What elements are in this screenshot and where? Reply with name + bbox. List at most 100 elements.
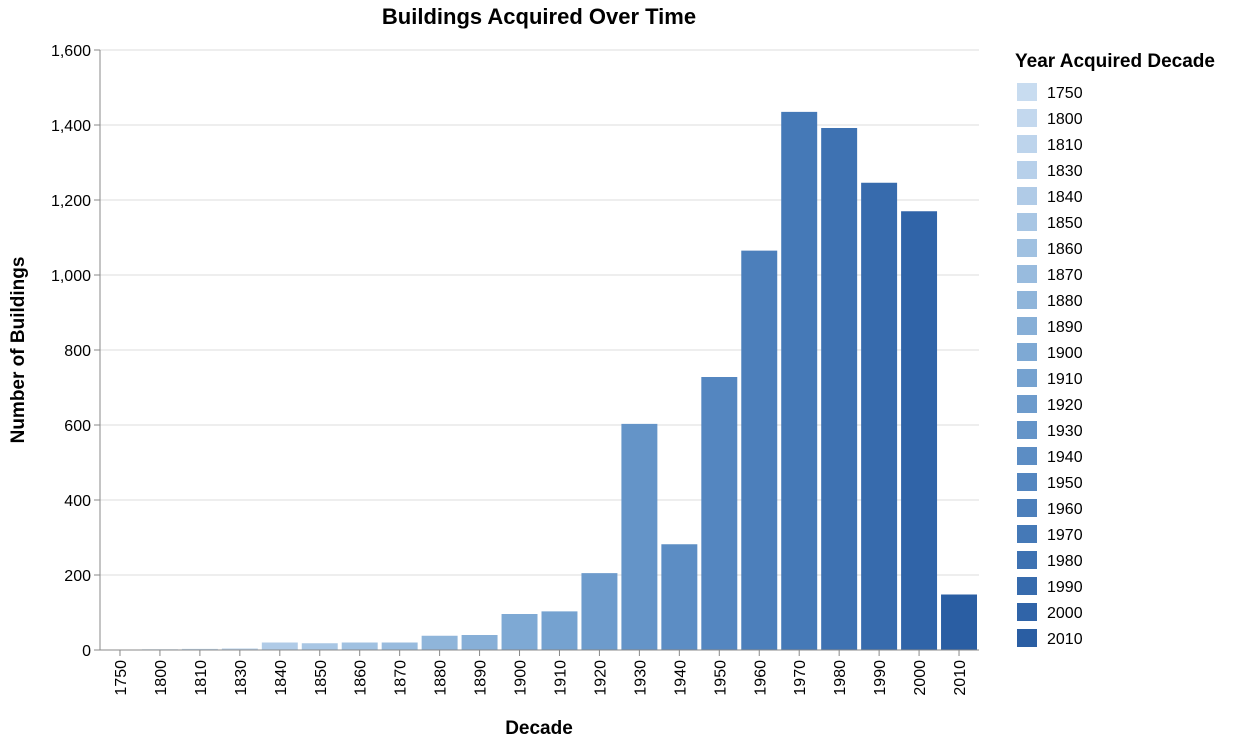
x-axis-title: Decade [505,718,573,739]
x-tick-label: 1890 [473,660,490,696]
legend-label: 2010 [1047,631,1083,648]
x-tick-label: 1970 [792,660,809,696]
legend-swatch [1017,369,1037,387]
chart-title: Buildings Acquired Over Time [382,4,696,29]
legend-title: Year Acquired Decade [1015,51,1215,72]
x-tick-label: 2000 [912,660,929,696]
bar-1990 [861,182,898,650]
legend-swatch [1017,265,1037,283]
legend-swatch [1017,83,1037,101]
x-tick-label: 1750 [113,660,130,696]
bars [101,111,978,651]
legend-entries: 1750 1800 1810 1830 1840 1850 1860 1870 1880 1890… [1017,83,1083,648]
legend-label: 1940 [1047,449,1083,466]
bar-1890 [461,635,498,650]
bar-1830 [221,648,258,650]
y-tick-label: 1,400 [51,118,91,135]
legend-swatch [1017,213,1037,231]
legend-label: 2000 [1047,605,1083,622]
legend-swatch [1017,187,1037,205]
legend-label: 1880 [1047,293,1083,310]
bar-1840 [261,642,298,650]
legend-swatch [1017,239,1037,257]
legend-label: 1980 [1047,553,1083,570]
bar-1870 [381,642,418,650]
legend-label: 1990 [1047,579,1083,596]
legend-swatch [1017,551,1037,569]
bar-1930 [621,423,658,650]
legend-swatch [1017,629,1037,647]
legend-swatch [1017,135,1037,153]
bar-1880 [421,635,458,650]
x-tick-label: 1840 [273,660,290,696]
legend-swatch [1017,291,1037,309]
legend-swatch [1017,603,1037,621]
bar-1980 [821,128,858,650]
bar-1850 [301,643,338,650]
legend-label: 1910 [1047,371,1083,388]
legend-swatch [1017,395,1037,413]
y-axis-ticks: 0 200 400 600 800 1,000 1,200 1,400 1,600 [51,43,100,660]
legend-label: 1810 [1047,137,1083,154]
x-tick-label: 1900 [513,660,530,696]
bar-1970 [781,111,818,650]
x-tick-label: 1980 [832,660,849,696]
legend-label: 1830 [1047,163,1083,180]
legend: Year Acquired Decade 1750 1800 1810 1830 184… [1015,51,1215,648]
legend-label: 1920 [1047,397,1083,414]
legend-label: 1930 [1047,423,1083,440]
y-tick-label: 600 [64,418,91,435]
x-tick-label: 1920 [592,660,609,696]
legend-label: 1850 [1047,215,1083,232]
y-tick-label: 1,200 [51,193,91,210]
legend-swatch [1017,343,1037,361]
x-tick-label: 1950 [712,660,729,696]
bar-1950 [701,377,738,650]
y-tick-label: 400 [64,493,91,510]
bar-1960 [741,250,778,650]
x-tick-label: 1870 [393,660,410,696]
legend-swatch [1017,161,1037,179]
x-tick-label: 1850 [313,660,330,696]
bar-1910 [541,611,578,650]
legend-swatch [1017,577,1037,595]
legend-label: 1970 [1047,527,1083,544]
y-tick-label: 1,000 [51,268,91,285]
legend-swatch [1017,447,1037,465]
legend-swatch [1017,499,1037,517]
bar-1810 [181,648,218,650]
x-tick-label: 1880 [433,660,450,696]
legend-swatch [1017,473,1037,491]
x-tick-label: 1830 [233,660,250,696]
legend-swatch [1017,525,1037,543]
legend-label: 1840 [1047,189,1083,206]
bar-2010 [941,594,978,650]
y-tick-label: 1,600 [51,43,91,60]
bar-1940 [661,544,698,650]
x-tick-label: 1860 [353,660,370,696]
x-tick-label: 1930 [632,660,649,696]
legend-swatch [1017,421,1037,439]
y-tick-label: 200 [64,568,91,585]
bar-1860 [341,642,378,650]
legend-label: 1750 [1047,85,1083,102]
gridlines [100,49,979,651]
y-axis-title: Number of Buildings [8,257,29,444]
x-tick-label: 1910 [552,660,569,696]
x-tick-label: 1940 [672,660,689,696]
legend-swatch [1017,317,1037,335]
bar-1900 [501,614,538,650]
legend-label: 1900 [1047,345,1083,362]
legend-label: 1950 [1047,475,1083,492]
legend-label: 1960 [1047,501,1083,518]
bar-1920 [581,573,618,650]
x-tick-label: 1800 [153,660,170,696]
x-tick-label: 2010 [952,660,969,696]
legend-label: 1860 [1047,241,1083,258]
x-tick-label: 1810 [193,660,210,696]
y-tick-label: 800 [64,343,91,360]
bar-2000 [901,211,938,650]
x-tick-label: 1960 [752,660,769,696]
legend-swatch [1017,109,1037,127]
